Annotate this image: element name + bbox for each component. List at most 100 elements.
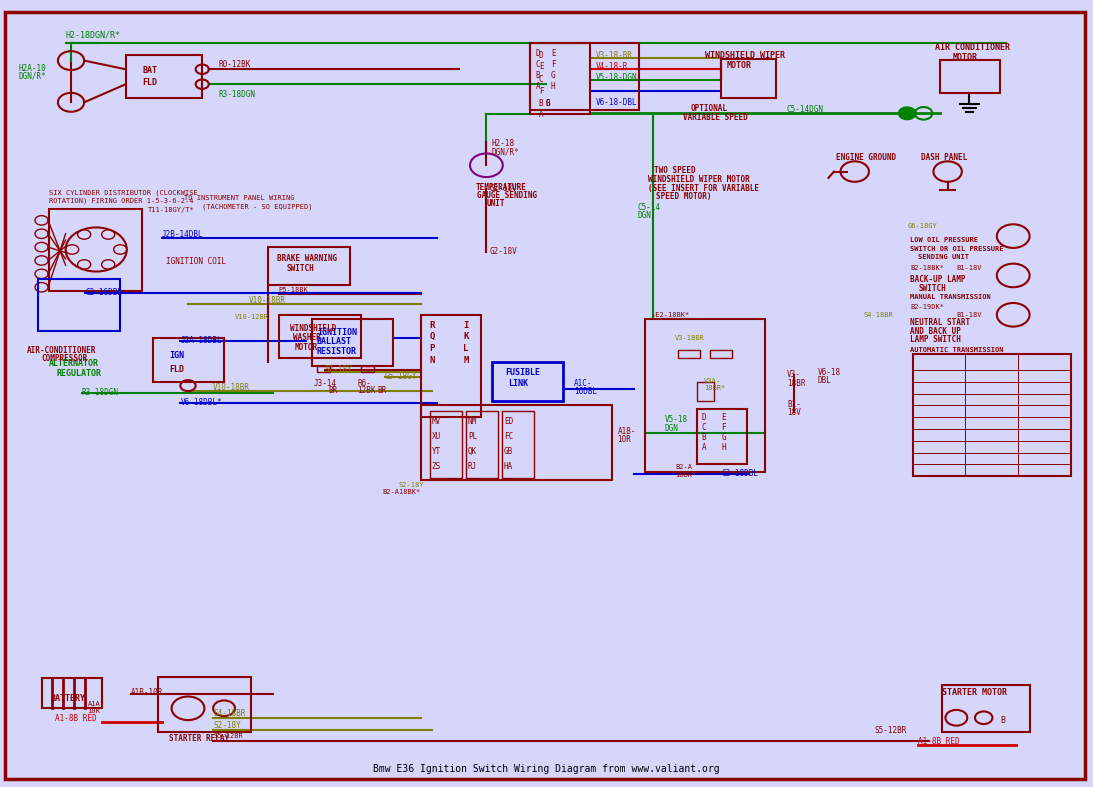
Text: REGULATOR: REGULATOR xyxy=(57,368,102,378)
Text: (SEE INSERT FOR VARIABLE: (SEE INSERT FOR VARIABLE xyxy=(648,183,760,193)
Text: BAT: BAT xyxy=(142,66,157,76)
Text: IGNITION COIL: IGNITION COIL xyxy=(166,257,226,266)
Text: F: F xyxy=(721,423,726,432)
Text: N: N xyxy=(430,356,435,365)
Bar xyxy=(421,315,481,417)
Text: I: I xyxy=(463,320,469,330)
Text: MOTOR: MOTOR xyxy=(295,342,318,352)
Text: 18BR*: 18BR* xyxy=(704,385,725,391)
Text: V4-18-R: V4-18-R xyxy=(596,61,628,71)
Text: H2-18: H2-18 xyxy=(492,139,515,148)
Text: WASHER: WASHER xyxy=(293,333,320,342)
Text: SWITCH OR OIL PRESSURE: SWITCH OR OIL PRESSURE xyxy=(910,246,1004,252)
Bar xyxy=(42,678,102,708)
Text: GB: GB xyxy=(504,447,513,456)
Text: FUSIBLE: FUSIBLE xyxy=(505,368,540,377)
Text: D: D xyxy=(539,50,543,60)
Text: LOW OIL PRESSURE: LOW OIL PRESSURE xyxy=(910,237,978,243)
Bar xyxy=(430,411,462,478)
Text: V5-18-DGN: V5-18-DGN xyxy=(596,72,637,82)
Text: TEMPERATURE: TEMPERATURE xyxy=(475,183,527,192)
Text: L: L xyxy=(463,344,469,353)
Text: A1-8B RED: A1-8B RED xyxy=(918,737,960,746)
Text: DASH PANEL: DASH PANEL xyxy=(921,153,967,162)
Text: AND BACK UP: AND BACK UP xyxy=(910,327,962,336)
Text: B1-18V: B1-18V xyxy=(956,264,982,271)
Bar xyxy=(361,366,374,372)
Text: A1B-: A1B- xyxy=(618,427,636,436)
Text: B: B xyxy=(536,71,540,80)
Text: A: A xyxy=(702,443,706,453)
Text: SPEED MOTOR): SPEED MOTOR) xyxy=(656,192,712,201)
Bar xyxy=(153,338,224,382)
Text: LINK: LINK xyxy=(508,379,528,388)
Text: D: D xyxy=(536,49,540,58)
Text: B1-18V: B1-18V xyxy=(956,312,982,318)
Text: R: R xyxy=(430,320,435,330)
Text: D: D xyxy=(702,412,706,422)
Text: UNIT: UNIT xyxy=(486,198,505,208)
Bar xyxy=(492,362,563,401)
Text: AUTOMATIC TRANSMISSION: AUTOMATIC TRANSMISSION xyxy=(910,347,1004,353)
Text: B2-19DK*: B2-19DK* xyxy=(910,304,944,310)
Text: 10R: 10R xyxy=(87,708,101,715)
Text: B: B xyxy=(702,433,706,442)
Text: NEUTRAL START: NEUTRAL START xyxy=(910,318,971,327)
Text: V6-18DBL*: V6-18DBL* xyxy=(180,398,222,408)
Text: BALLAST: BALLAST xyxy=(317,337,352,346)
Text: 18BK*: 18BK* xyxy=(675,472,696,478)
Text: TO INSTRUMENT PANEL WIRING: TO INSTRUMENT PANEL WIRING xyxy=(184,195,294,201)
Text: 10R: 10R xyxy=(618,434,632,444)
Text: STARTER RELAY: STARTER RELAY xyxy=(169,733,230,743)
Text: TWO SPEED: TWO SPEED xyxy=(654,166,695,176)
Bar xyxy=(913,354,1071,476)
Bar xyxy=(678,350,700,358)
Bar xyxy=(158,677,251,732)
Text: B: B xyxy=(1000,715,1006,725)
Text: AIR-CONDITIONER: AIR-CONDITIONER xyxy=(27,345,96,355)
Text: DGN/R*: DGN/R* xyxy=(19,72,46,81)
Text: S5-12BR: S5-12BR xyxy=(213,733,243,739)
Text: IGN: IGN xyxy=(169,351,185,360)
Circle shape xyxy=(898,107,916,120)
Text: H2A-10: H2A-10 xyxy=(19,64,46,73)
Text: BATTERY: BATTERY xyxy=(50,693,85,703)
Text: RJ: RJ xyxy=(468,462,477,471)
Text: T11-18GY/T*: T11-18GY/T* xyxy=(148,207,195,213)
Text: SWITCH: SWITCH xyxy=(286,264,314,273)
Bar xyxy=(268,247,350,285)
Bar xyxy=(312,319,393,366)
Bar xyxy=(697,409,747,464)
Text: A: A xyxy=(539,110,543,120)
Text: J3-14: J3-14 xyxy=(314,379,337,388)
Text: E: E xyxy=(551,49,555,58)
Text: F: F xyxy=(551,60,555,69)
Text: C: C xyxy=(539,75,543,84)
Bar xyxy=(530,43,639,110)
Text: B2-A: B2-A xyxy=(675,464,693,471)
Text: A1C-: A1C- xyxy=(574,379,592,388)
Text: P5-18BK: P5-18BK xyxy=(279,286,308,293)
Text: OPTIONAL: OPTIONAL xyxy=(691,104,728,113)
Text: QK: QK xyxy=(468,447,477,456)
Bar xyxy=(38,279,120,331)
Text: (TACHOMETER - SO EQUIPPED): (TACHOMETER - SO EQUIPPED) xyxy=(202,204,313,210)
Text: MANUAL TRANSMISSION: MANUAL TRANSMISSION xyxy=(910,294,991,300)
Text: F: F xyxy=(539,87,543,96)
Text: MOTOR: MOTOR xyxy=(953,53,978,62)
Text: ALTERNATOR: ALTERNATOR xyxy=(49,359,99,368)
Text: C2-16DBL: C2-16DBL xyxy=(85,288,122,297)
Bar xyxy=(942,685,1030,732)
Text: IGNITION: IGNITION xyxy=(317,327,357,337)
Text: ENGINE GROUND: ENGINE GROUND xyxy=(836,153,896,162)
Bar xyxy=(317,366,330,372)
Text: XU: XU xyxy=(432,432,440,442)
Text: B2-18BK*: B2-18BK* xyxy=(910,264,944,271)
Text: V6-18: V6-18 xyxy=(818,368,841,377)
Text: G2-18V: G2-18V xyxy=(490,184,517,194)
Text: S4-18BR: S4-18BR xyxy=(863,312,893,318)
Text: J2A-18DBL: J2A-18DBL xyxy=(180,336,222,345)
Text: G: G xyxy=(551,71,555,80)
Text: V3A-: V3A- xyxy=(704,378,721,384)
Text: B2-A18BK*: B2-A18BK* xyxy=(383,489,421,495)
